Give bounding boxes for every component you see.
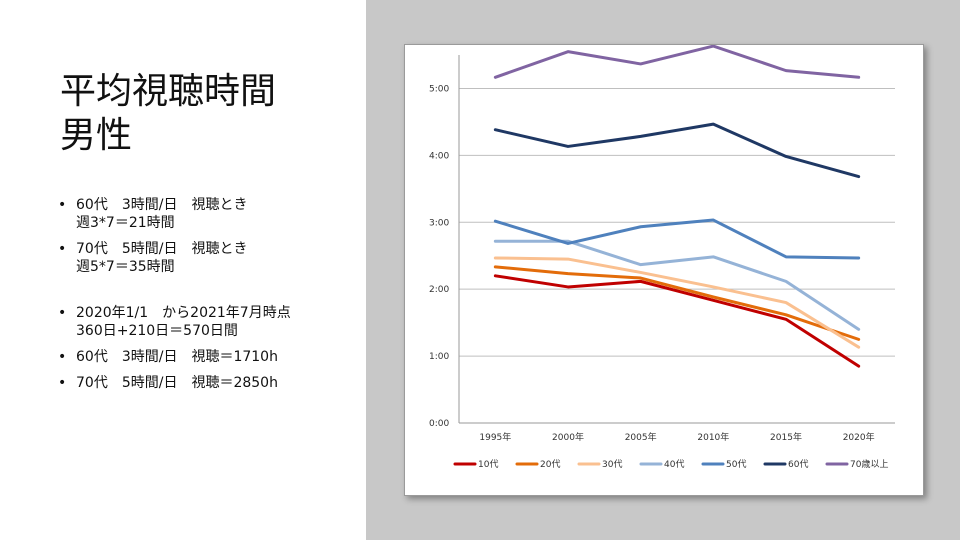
gridlines: [458, 55, 895, 424]
series-line: [493, 218, 861, 260]
legend: 10代 20代 30代 40代 50代 60代 70歳以上: [453, 458, 888, 470]
bullet-item: 60代 3時間/日 視聴とき 週3*7＝21時間: [56, 196, 356, 232]
x-tick-label: 2000年: [552, 431, 584, 443]
y-tick-label: 5:00: [429, 84, 449, 94]
x-tick-label: 2010年: [697, 431, 729, 443]
text-panel: 平均視聴時間 男性 60代 3時間/日 視聴とき 週3*7＝21時間 70代 5…: [0, 0, 366, 540]
legend-label: 70歳以上: [850, 458, 888, 470]
series-line: [493, 45, 861, 79]
series-line: [493, 122, 861, 179]
y-tick-label: 3:00: [429, 218, 449, 228]
series-line: [493, 256, 861, 349]
bullet-line: 2020年1/1 から2021年7月時点: [76, 305, 291, 321]
series-line: [493, 274, 861, 368]
bullet-line: 週5*7＝35時間: [76, 259, 175, 275]
series-lines: [493, 45, 861, 368]
x-tick-label: 1995年: [479, 431, 511, 443]
legend-label: 30代: [602, 459, 622, 470]
series-line: [493, 265, 861, 341]
legend-label: 50代: [726, 459, 746, 470]
bullet-list: 60代 3時間/日 視聴とき 週3*7＝21時間 70代 5時間/日 視聴とき …: [56, 196, 356, 392]
x-tick-label: 2020年: [843, 431, 875, 443]
bullet-line: 60代 3時間/日 視聴とき: [76, 197, 248, 213]
legend-label: 40代: [664, 459, 684, 470]
x-tick-label: 2005年: [625, 431, 657, 443]
bullet-line: 週3*7＝21時間: [76, 215, 175, 231]
slide-title: 平均視聴時間 男性: [60, 70, 360, 158]
bullet-item: 60代 3時間/日 視聴＝1710h: [56, 348, 356, 366]
x-tick-label: 2015年: [770, 431, 802, 443]
title-line-1: 平均視聴時間: [60, 71, 277, 112]
x-axis-ticks: 1995年 2000年 2005年 2010年 2015年 2020年: [479, 431, 874, 443]
y-tick-label: 4:00: [429, 151, 449, 161]
legend-label: 20代: [540, 459, 560, 470]
line-chart: 0:00 1:00 2:00 3:00 4:00 5:00 1995年 2000年 2005年…: [429, 45, 895, 470]
y-tick-label: 0:00: [429, 419, 449, 429]
bullet-item: 70代 5時間/日 視聴＝2850h: [56, 374, 356, 392]
bullet-item: 2020年1/1 から2021年7月時点 360日+210日＝570日間: [56, 304, 356, 340]
legend-label: 10代: [478, 459, 498, 470]
bullet-item: 70代 5時間/日 視聴とき 週5*7＝35時間: [56, 240, 356, 276]
bullet-line: 70代 5時間/日 視聴とき: [76, 241, 248, 257]
y-tick-label: 1:00: [429, 352, 449, 362]
legend-label: 60代: [788, 459, 808, 470]
y-tick-label: 2:00: [429, 285, 449, 295]
bullet-line: 60代 3時間/日 視聴＝1710h: [76, 349, 278, 365]
title-line-2: 男性: [60, 115, 133, 156]
y-axis-ticks: 0:00 1:00 2:00 3:00 4:00 5:00: [429, 84, 449, 429]
chart-image: 0:00 1:00 2:00 3:00 4:00 5:00 1995年 2000年 2005年…: [404, 44, 924, 496]
bullet-line: 360日+210日＝570日間: [76, 323, 238, 339]
bullet-line: 70代 5時間/日 視聴＝2850h: [76, 375, 278, 391]
